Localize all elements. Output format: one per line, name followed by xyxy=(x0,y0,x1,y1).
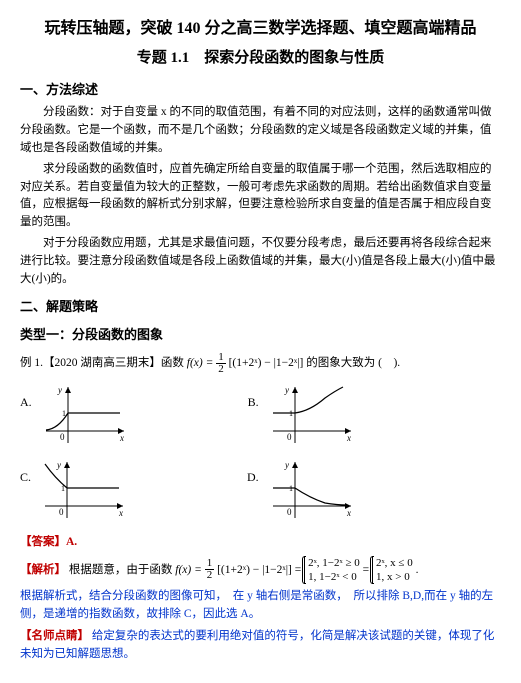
label-c: C. xyxy=(20,468,31,487)
example-bracket: [(1+2ˣ) − |1−2ˣ|] xyxy=(229,357,304,369)
example-1: 例 1.【2020 湖南高三期末】函数 f(x) = 1 2 [(1+2ˣ) −… xyxy=(20,352,501,375)
cases-1a: 2ˣ, 1−2ˣ ≥ 0 xyxy=(308,557,360,569)
svg-text:1: 1 xyxy=(62,409,66,418)
graph-a: x y 0 1 xyxy=(38,383,128,448)
svg-text:0: 0 xyxy=(60,432,65,442)
label-a: A. xyxy=(20,393,32,412)
plot-grid: A. x y 0 1 B. x y xyxy=(20,383,501,523)
example-frac: 1 2 xyxy=(216,352,226,375)
analysis-bracket: [(1+2ˣ) − |1−2ˣ|] xyxy=(217,563,292,575)
example-prefix: 例 1.【2020 湖南高三期末】函数 xyxy=(20,357,187,369)
analysis-func: f(x) = xyxy=(175,563,204,575)
svg-text:x: x xyxy=(119,433,124,443)
svg-text:1: 1 xyxy=(61,484,65,493)
cases-2a: 2ˣ, x ≤ 0 xyxy=(376,557,413,569)
analysis-text-1: 根据题意，由于函数 xyxy=(69,563,175,575)
title-main: 玩转压轴题，突破 140 分之高三数学选择题、填空题高端精品 xyxy=(20,16,501,42)
analysis-frac: 1 2 xyxy=(205,558,215,581)
example-suffix: 的图象大致为 ( ). xyxy=(306,357,400,369)
graph-b: x y 0 1 xyxy=(265,383,355,448)
comment-text: 给定复杂的表达式的要利用绝对值的符号，化简是解决该试题的关键，体现了化未知为已知… xyxy=(20,630,494,660)
svg-text:0: 0 xyxy=(287,507,292,517)
para-2: 求分段函数的函数值时，应首先确定所给自变量的取值属于哪一个范围，然后选取相应的对… xyxy=(20,161,501,232)
analysis-label: 【解析】 xyxy=(20,563,66,575)
type-1-heading: 类型一：分段函数的图象 xyxy=(20,325,501,346)
plot-row-2: C. x y 0 1 D. x y xyxy=(20,458,501,523)
svg-text:x: x xyxy=(346,508,351,518)
svg-text:0: 0 xyxy=(287,432,292,442)
analysis-text-2: 根据解析式，结合分段函数的图像可知， 在 y 轴右侧是常函数， 所以排除 B,D… xyxy=(20,590,493,620)
title-sub: 专题 1.1 探索分段函数的图象与性质 xyxy=(20,46,501,70)
cases-1: 2ˣ, 1−2ˣ ≥ 0 1, 1−2ˣ < 0 xyxy=(304,556,360,585)
para-1: 分段函数：对于自变量 x 的不同的取值范围，有着不同的对应法则，这样的函数通常叫… xyxy=(20,104,501,157)
graph-d: x y 0 1 xyxy=(265,458,355,523)
example-func: f(x) = xyxy=(187,357,216,369)
svg-text:y: y xyxy=(57,385,62,395)
answer: 【答案】A. xyxy=(20,533,501,551)
svg-text:x: x xyxy=(118,508,123,518)
label-d: D. xyxy=(247,468,259,487)
cases-2: 2ˣ, x ≤ 0 1, x > 0 xyxy=(372,556,413,585)
svg-text:1: 1 xyxy=(289,409,293,418)
svg-text:y: y xyxy=(56,460,61,470)
plot-c: C. x y 0 1 xyxy=(20,458,127,523)
comment: 【名师点睛】 给定复杂的表达式的要利用绝对值的符号，化简是解决该试题的关键，体现… xyxy=(20,628,501,664)
analysis-line-2: 根据解析式，结合分段函数的图像可知， 在 y 轴右侧是常函数， 所以排除 B,D… xyxy=(20,588,501,624)
svg-text:1: 1 xyxy=(289,484,293,493)
plot-a: A. x y 0 1 xyxy=(20,383,128,448)
label-b: B. xyxy=(248,393,259,412)
svg-text:y: y xyxy=(284,460,289,470)
analysis-line-1: 【解析】 根据题意，由于函数 f(x) = 1 2 [(1+2ˣ) − |1−2… xyxy=(20,556,501,585)
frac-den: 2 xyxy=(216,364,226,375)
section-1-heading: 一、方法综述 xyxy=(20,80,501,101)
cases-1b: 1, 1−2ˣ < 0 xyxy=(308,571,357,583)
section-2-heading: 二、解题策略 xyxy=(20,297,501,318)
para-3: 对于分段函数应用题，尤其是求最值问题，不仅要分段考虑，最后还要再将各段综合起来进… xyxy=(20,235,501,288)
comment-label: 【名师点睛】 xyxy=(20,630,89,642)
graph-c: x y 0 1 xyxy=(37,458,127,523)
svg-text:x: x xyxy=(346,433,351,443)
plot-b: B. x y 0 1 xyxy=(248,383,355,448)
plot-d: D. x y 0 1 xyxy=(247,458,355,523)
frac-den-2: 2 xyxy=(205,570,215,581)
cases-2b: 1, x > 0 xyxy=(376,571,410,583)
svg-text:0: 0 xyxy=(59,507,64,517)
svg-text:y: y xyxy=(284,385,289,395)
plot-row-1: A. x y 0 1 B. x y xyxy=(20,383,501,448)
